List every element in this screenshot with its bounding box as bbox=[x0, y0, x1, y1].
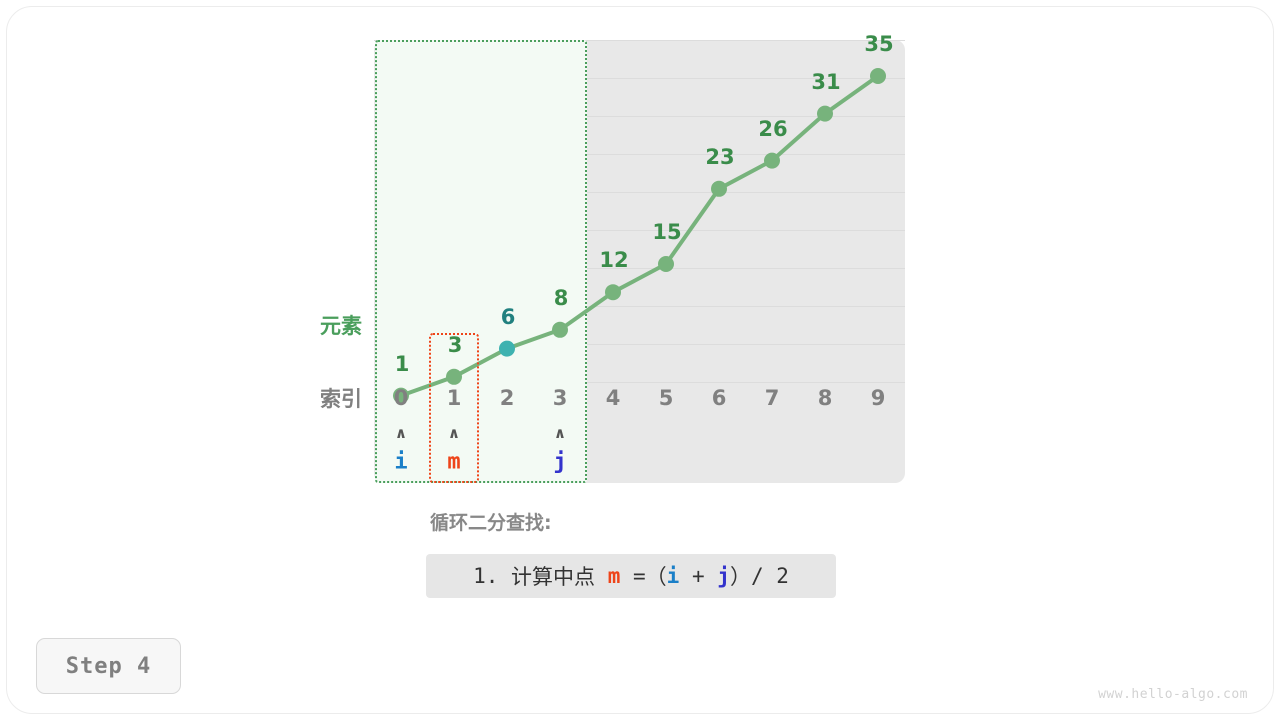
value-label-9: 35 bbox=[864, 32, 894, 56]
gridline bbox=[374, 78, 905, 79]
index-label-5: 5 bbox=[658, 386, 674, 410]
index-label-0: 0 bbox=[393, 386, 409, 410]
data-point bbox=[658, 256, 674, 272]
search-range-highlight bbox=[374, 40, 587, 483]
data-point bbox=[711, 180, 727, 197]
line-series bbox=[393, 68, 886, 404]
value-label-3: 8 bbox=[553, 285, 569, 310]
row-label-element: 元素 bbox=[320, 314, 362, 338]
index-label-6: 6 bbox=[711, 386, 727, 410]
series-polyline bbox=[399, 74, 880, 398]
data-point-highlighted bbox=[499, 340, 515, 357]
data-point bbox=[552, 321, 568, 338]
index-label-7: 7 bbox=[764, 386, 780, 410]
pointer-label-i: i bbox=[394, 449, 408, 475]
formula-space-2 bbox=[595, 564, 608, 588]
formula-number: 1. bbox=[473, 564, 499, 588]
value-label-2: 6 bbox=[500, 304, 516, 329]
index-label-3: 3 bbox=[552, 386, 568, 410]
gridline bbox=[374, 268, 905, 269]
midpoint-highlight-box bbox=[429, 333, 479, 483]
formula-space-3 bbox=[620, 564, 633, 588]
index-label-4: 4 bbox=[605, 386, 621, 410]
gridline bbox=[374, 344, 905, 345]
formula-space-5 bbox=[705, 564, 718, 588]
series-points bbox=[393, 68, 886, 404]
formula-slash: / bbox=[750, 564, 764, 588]
value-label-8: 31 bbox=[811, 69, 841, 94]
data-point bbox=[817, 105, 833, 122]
row-label-index: 索引 bbox=[320, 387, 362, 411]
formula-var-j: j bbox=[717, 564, 730, 588]
formula-box: 1. 计算中点 m = （i + j）/ 2 bbox=[426, 554, 836, 598]
pointer-caret-m: ∧ bbox=[447, 424, 461, 442]
data-point bbox=[605, 284, 621, 301]
value-label-1: 3 bbox=[447, 332, 463, 357]
formula-space-1 bbox=[498, 564, 511, 588]
formula-plus: + bbox=[691, 564, 705, 588]
gridline bbox=[374, 306, 905, 307]
pointer-caret-j: ∧ bbox=[553, 424, 567, 442]
formula-lparen: （ bbox=[645, 565, 667, 589]
gridline bbox=[374, 192, 905, 193]
value-label-6: 23 bbox=[705, 144, 735, 169]
index-label-2: 2 bbox=[499, 386, 515, 410]
gridline bbox=[374, 116, 905, 117]
index-label-9: 9 bbox=[870, 386, 886, 410]
index-label-8: 8 bbox=[817, 386, 833, 410]
formula-space-6 bbox=[764, 564, 777, 588]
pointer-label-m: m bbox=[447, 449, 461, 475]
data-point bbox=[446, 368, 462, 385]
value-label-4: 12 bbox=[599, 248, 629, 273]
formula-var-m: m bbox=[607, 564, 621, 588]
value-label-0: 1 bbox=[394, 351, 410, 376]
data-point bbox=[870, 68, 886, 84]
formula-rparen: ） bbox=[729, 565, 751, 589]
gridline bbox=[374, 382, 905, 383]
formula-text: 计算中点 bbox=[511, 565, 596, 589]
index-label-1: 1 bbox=[446, 386, 462, 410]
gridline bbox=[374, 154, 905, 155]
formula-equals: = bbox=[633, 564, 646, 588]
value-label-7: 26 bbox=[758, 116, 788, 141]
data-point bbox=[764, 152, 780, 169]
value-label-5: 15 bbox=[652, 220, 682, 244]
pointer-caret-i: ∧ bbox=[394, 424, 408, 442]
gridline bbox=[374, 230, 905, 231]
formula-space-4 bbox=[679, 564, 692, 588]
pointer-label-j: j bbox=[553, 449, 567, 475]
data-point bbox=[393, 387, 409, 404]
step-badge: Step 4 bbox=[36, 638, 181, 694]
formula-divisor: 2 bbox=[776, 564, 789, 588]
watermark: www.hello-algo.com bbox=[1098, 687, 1248, 702]
caption-text: 循环二分查找: bbox=[430, 512, 552, 534]
formula-var-i: i bbox=[666, 564, 680, 588]
gridline bbox=[374, 40, 905, 41]
